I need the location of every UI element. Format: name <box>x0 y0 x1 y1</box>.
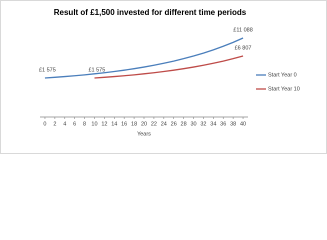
x-tick-label: 36 <box>220 121 226 127</box>
data-label: £1 575 <box>88 67 105 73</box>
x-tick-label: 10 <box>91 121 97 127</box>
data-label: £1 575 <box>39 67 56 73</box>
x-tick-label: 2 <box>53 121 56 127</box>
x-tick-label: 22 <box>151 121 157 127</box>
x-tick-label: 16 <box>121 121 127 127</box>
x-tick-label: 12 <box>101 121 107 127</box>
x-tick-label: 28 <box>181 121 187 127</box>
x-tick-label: 30 <box>190 121 196 127</box>
chart-title: Result of £1,500 invested for different … <box>54 8 247 17</box>
x-tick-label: 0 <box>43 121 46 127</box>
legend-label: Start Year 0 <box>268 72 297 78</box>
x-tick-label: 14 <box>111 121 117 127</box>
x-tick-label: 38 <box>230 121 236 127</box>
x-tick-label: 18 <box>131 121 137 127</box>
series-line <box>44 37 244 79</box>
data-label: £6 807 <box>235 45 252 51</box>
x-tick-label: 40 <box>240 121 246 127</box>
x-tick-label: 24 <box>161 121 167 127</box>
x-tick-label: 8 <box>83 121 86 127</box>
x-tick-label: 26 <box>171 121 177 127</box>
x-tick-label: 34 <box>210 121 216 127</box>
x-axis-label: Years <box>137 131 151 137</box>
chart: Result of £1,500 invested for different … <box>0 0 327 154</box>
legend-label: Start Year 10 <box>268 86 300 92</box>
x-tick-label: 20 <box>141 121 147 127</box>
x-tick-label: 4 <box>63 121 66 127</box>
series-line <box>94 55 244 79</box>
data-label: £11 088 <box>233 27 252 33</box>
x-tick-label: 6 <box>73 121 76 127</box>
x-tick-label: 32 <box>200 121 206 127</box>
